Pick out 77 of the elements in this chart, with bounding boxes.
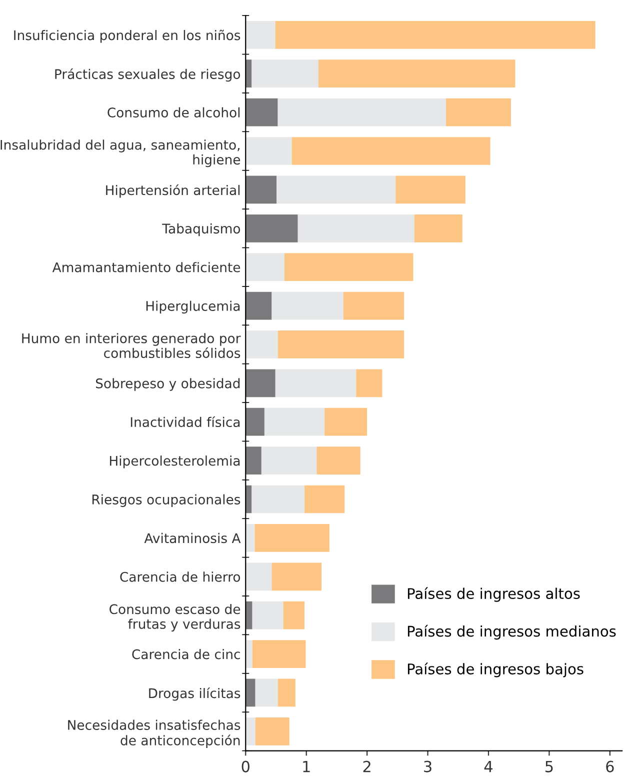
bar xyxy=(246,640,252,668)
y-tick-label: Insalubridad del agua, saneamiento, higiene xyxy=(0,140,240,168)
x-tick-label: 4 xyxy=(484,760,492,772)
bar xyxy=(246,137,292,165)
bar xyxy=(246,446,262,474)
bar xyxy=(246,330,278,358)
bar xyxy=(254,524,330,552)
bar xyxy=(292,137,490,165)
bar xyxy=(284,253,414,282)
bar xyxy=(246,524,255,552)
y-tick-label: Consumo de alcohol xyxy=(108,107,240,118)
bar xyxy=(255,678,278,707)
y-tick-label: Sobrepeso y obesidad xyxy=(96,378,240,391)
bar xyxy=(261,446,317,474)
bar xyxy=(246,562,272,591)
x-tick-label: 6 xyxy=(606,760,614,772)
y-tick-label: Drogas ilícitas xyxy=(149,687,240,701)
x-tick-label: 5 xyxy=(546,760,553,772)
bar xyxy=(246,253,284,282)
x-tick-label: 0 xyxy=(242,760,250,772)
bar xyxy=(283,601,305,630)
bar xyxy=(278,678,296,707)
x-tick-label: 2 xyxy=(363,760,370,772)
y-tick-label: Carencia de cinc xyxy=(132,649,240,660)
bar xyxy=(264,408,325,436)
bar xyxy=(252,601,284,630)
bar xyxy=(318,60,516,88)
y-tick-label: Avitaminosis A xyxy=(144,532,241,544)
bar xyxy=(356,369,382,398)
y-tick-label: Hipertensión arterial xyxy=(106,184,240,198)
bar xyxy=(246,717,256,746)
y-tick-label: Consumo escaso de frutas y verduras xyxy=(110,604,240,632)
bar xyxy=(414,214,462,242)
bar xyxy=(252,60,318,88)
bar xyxy=(255,717,290,746)
bar xyxy=(298,214,414,242)
legend-label: Países de ingresos bajos xyxy=(408,662,584,678)
y-tick-label: Necesidades insatisfechas de anticoncepción xyxy=(68,720,240,748)
bar xyxy=(252,485,305,514)
bar xyxy=(252,640,306,668)
bar xyxy=(316,446,360,474)
bar xyxy=(246,601,252,630)
bar xyxy=(396,176,466,204)
bar xyxy=(275,369,356,398)
bar xyxy=(272,562,322,591)
bar xyxy=(272,292,344,320)
bar xyxy=(276,176,396,204)
y-tick-label: Prácticas sexuales de riesgo xyxy=(55,68,240,82)
bar xyxy=(246,176,277,204)
y-tick-label: Hiperglucemia xyxy=(146,300,240,314)
bar xyxy=(246,292,272,320)
y-tick-label: Hipercolesterolemia xyxy=(110,456,240,468)
bar xyxy=(246,369,276,398)
y-tick-label: Humo en interiores generado por combustibles sólidos xyxy=(22,333,241,358)
y-tick-label: Amamantamiento deficiente xyxy=(52,262,240,272)
x-tick-label: 3 xyxy=(424,760,432,772)
y-tick-label: Insuficiencia ponderal en los niños xyxy=(14,30,240,43)
bar xyxy=(246,98,278,126)
bar xyxy=(324,408,368,436)
bar xyxy=(246,214,298,242)
legend-label: Países de ingresos medianos xyxy=(408,624,616,640)
y-tick-label: Inactividad física xyxy=(130,416,240,428)
y-tick-label: Carencia de hierro xyxy=(120,572,240,582)
legend-label: Países de ingresos altos xyxy=(408,587,580,602)
y-tick-label: Riesgos ocupacionales xyxy=(92,494,240,508)
bar xyxy=(275,20,596,49)
bar xyxy=(246,408,264,436)
bar xyxy=(246,678,256,707)
x-tick-label: 1 xyxy=(303,760,310,772)
bar xyxy=(278,330,404,358)
bar xyxy=(246,60,252,88)
bar xyxy=(343,292,404,320)
bar xyxy=(278,98,446,126)
bar xyxy=(446,98,511,126)
y-tick-label: Tabaquismo xyxy=(162,223,240,236)
bar xyxy=(304,485,345,514)
bar xyxy=(246,20,276,49)
